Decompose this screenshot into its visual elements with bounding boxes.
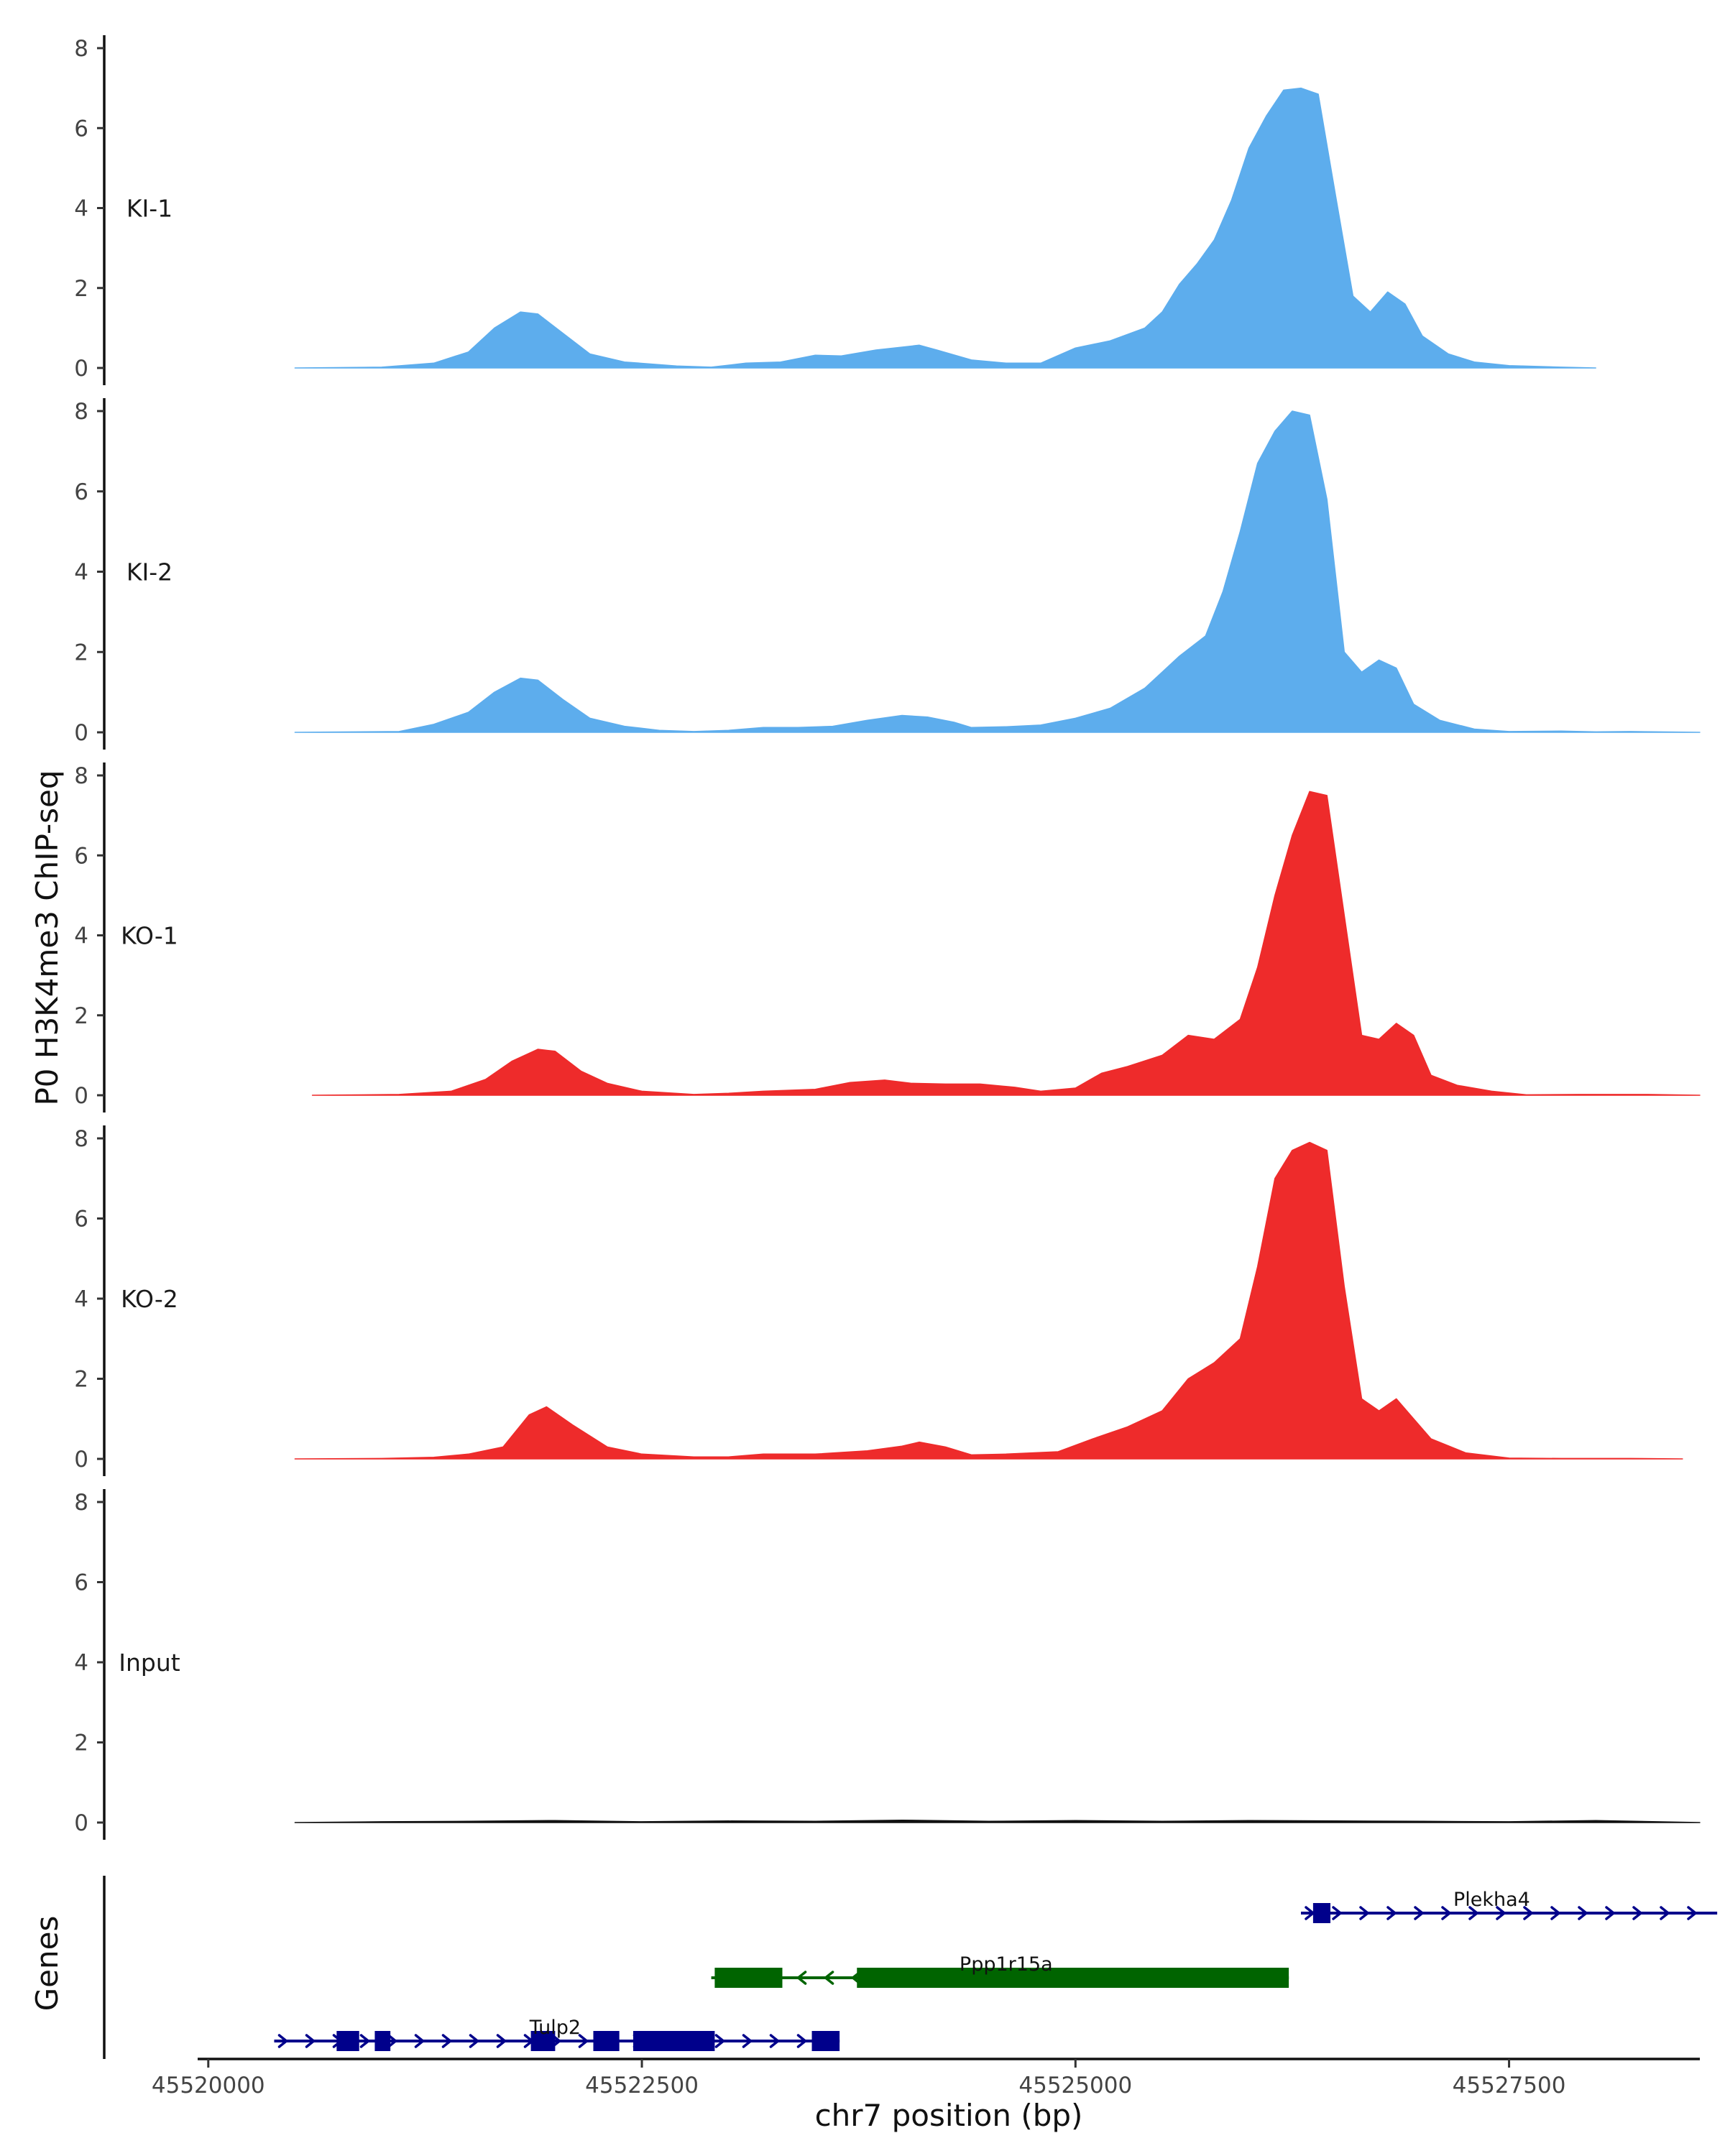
track-panel-ko-2: 0 2 4 6 8 KO-2 [74,1125,1683,1476]
track-label-ko-2: KO-2 [121,1285,178,1313]
x-tick-label: 45522500 [585,2073,699,2099]
y-tick-label: 6 [74,116,88,142]
track-panel-ki-2: 0 2 4 6 8 KI-2 [74,398,1701,750]
signal-tracks: 0 2 4 6 8 KI-1 0 2 4 6 8 KI-2 0 2 4 6 8 KO-1 0 2 4 6 8 KO-2 0 2 4 6… [74,35,1701,1840]
y-tick-label: 8 [74,36,88,62]
exon-block [1312,1903,1331,1923]
strand-arrow [1660,1906,1670,1920]
track-panel-ko-1: 0 2 4 6 8 KO-1 [74,763,1701,1112]
strand-arrow [1441,1906,1451,1920]
y-tick-label: 2 [74,1367,88,1393]
strand-arrow [277,2034,288,2048]
signal-area-ko-1 [311,791,1701,1096]
gene-label-plekha4: Plekha4 [1453,1889,1530,1911]
signal-area-ki-2 [294,410,1701,733]
y-tick-label: 4 [74,923,88,949]
y-tick-label: 8 [74,1490,88,1516]
strand-arrow [414,2034,425,2048]
track-panel-ki-1: 0 2 4 6 8 KI-1 [74,35,1596,385]
exon-block [593,2031,620,2051]
strand-arrow [714,2034,725,2048]
signal-area-ko-2 [294,1141,1683,1460]
y-tick-label: 4 [74,560,88,586]
gene-ppp1r15a: Ppp1r15a [711,1953,1289,1988]
y-tick-label: 8 [74,399,88,425]
strand-arrow [469,2034,479,2048]
y-tick-label: 6 [74,843,88,869]
y-tick-label: 6 [74,479,88,505]
y-tick-label: 0 [74,720,88,746]
gene-plekha4: Plekha4 [1301,1889,1718,1923]
strand-arrow [1414,1906,1424,1920]
track-label-ko-1: KO-1 [121,922,178,950]
exon-block [714,1968,783,1988]
x-tick-label: 45520000 [152,2073,265,2099]
gene-tracks: Plekha4 Ppp1r15a Tulp2 [103,1876,1718,2059]
exon-block [336,2031,359,2051]
x-tick-label: 45527500 [1453,2073,1566,2099]
strand-arrow [359,2034,370,2048]
exon-block [632,2031,715,2051]
exon-block [857,1968,1289,1988]
strand-arrow [1496,1906,1506,1920]
strand-arrow [1632,1906,1642,1920]
y-tick-label: 2 [74,640,88,665]
x-axis: 45520000 45522500 45525000 45527500 [152,2058,1700,2099]
strand-arrow [441,2034,452,2048]
strand-arrow [496,2034,507,2048]
signal-area-input [294,1819,1701,1823]
strand-arrow [387,2034,397,2048]
strand-arrow [1332,1906,1342,1920]
y-tick-label: 2 [74,1731,88,1756]
strand-arrow [796,2034,807,2048]
track-label-input: Input [119,1649,180,1677]
strand-arrow [1550,1906,1560,1920]
strand-arrow [1687,1906,1697,1920]
strand-arrow [578,2034,589,2048]
strand-arrow [1359,1906,1369,1920]
y-tick-label: 6 [74,1207,88,1233]
y-tick-label: 8 [74,1126,88,1152]
y-tick-label: 0 [74,1810,88,1836]
exon-block [811,2031,840,2051]
genes-axis-title: Genes [29,1916,65,2012]
gene-tulp2: Tulp2 [274,2017,840,2051]
x-axis-title: chr7 position (bp) [815,2098,1083,2133]
strand-arrow [742,2034,753,2048]
strand-arrow [1523,1906,1533,1920]
y-tick-label: 2 [74,1003,88,1029]
y-tick-label: 6 [74,1570,88,1596]
strand-arrow [824,1971,834,1985]
y-tick-label: 8 [74,763,88,789]
strand-arrow [1605,1906,1615,1920]
strand-arrow [1468,1906,1478,1920]
gene-label-ppp1r15a: Ppp1r15a [960,1953,1053,1976]
strand-arrow [769,2034,780,2048]
y-tick-label: 0 [74,1447,88,1473]
y-tick-label: 4 [74,1650,88,1676]
strand-arrow [796,1971,807,1985]
y-tick-label: 4 [74,1286,88,1312]
track-panel-input: 0 2 4 6 8 Input [74,1489,1701,1840]
signal-area-ki-1 [294,87,1596,369]
y-tick-label: 2 [74,276,88,302]
track-label-ki-2: KI-2 [126,558,172,586]
gene-label-tulp2: Tulp2 [529,2017,581,2039]
exon-block [374,2031,391,2051]
y-tick-label: 4 [74,196,88,222]
strand-arrow [305,2034,316,2048]
strand-arrow [1578,1906,1588,1920]
track-label-ki-1: KI-1 [126,195,172,223]
x-tick-label: 45525000 [1018,2073,1132,2099]
exon-block [530,2031,556,2051]
strand-arrow [1386,1906,1397,1920]
y-axis-title: P0 H3K4me3 ChIP-seq [29,770,65,1105]
y-tick-label: 0 [74,356,88,382]
y-tick-label: 0 [74,1083,88,1109]
